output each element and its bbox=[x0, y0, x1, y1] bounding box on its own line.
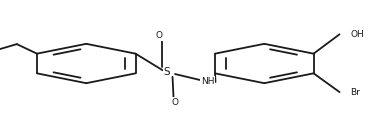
Text: S: S bbox=[164, 67, 170, 77]
Text: O: O bbox=[155, 31, 162, 40]
Text: NH: NH bbox=[201, 77, 214, 86]
Text: O: O bbox=[172, 98, 179, 107]
Text: OH: OH bbox=[351, 30, 364, 39]
Text: Br: Br bbox=[351, 88, 360, 97]
